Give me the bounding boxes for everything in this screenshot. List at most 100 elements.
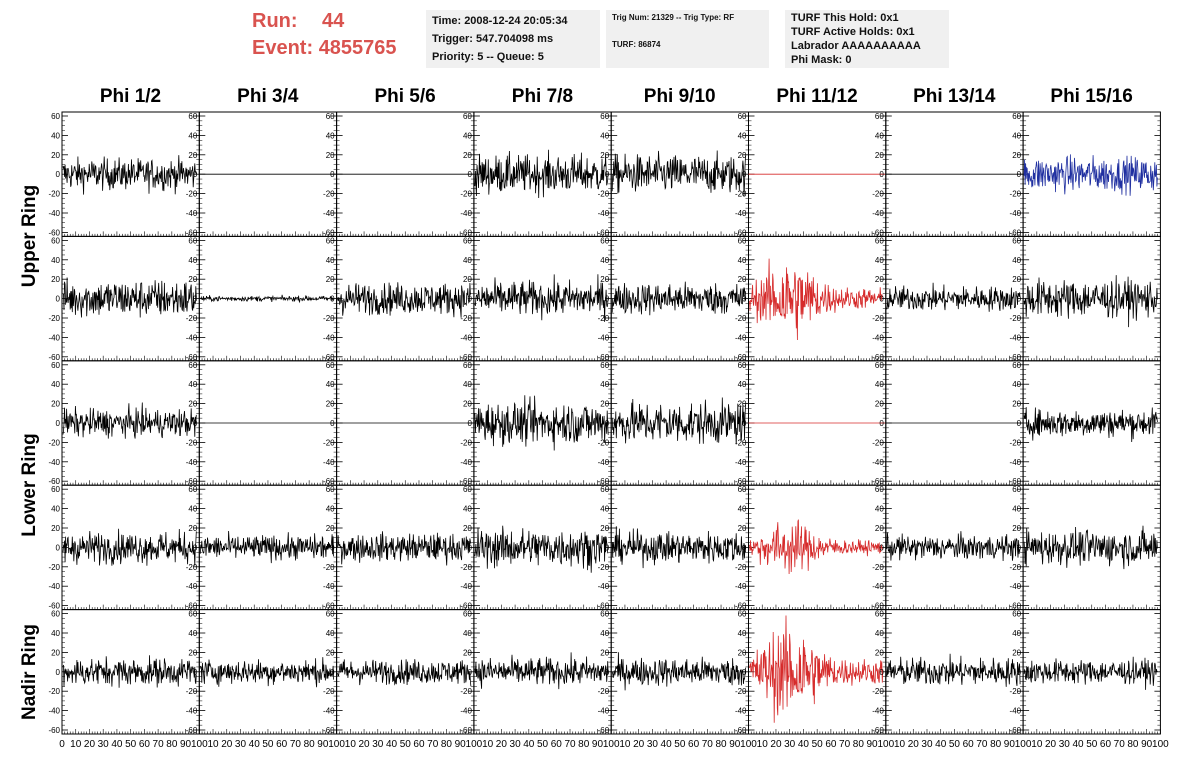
y-tick-label: 40 xyxy=(1012,131,1021,140)
y-tick-label: -60 xyxy=(323,477,335,486)
column-header-7: Phi 13/14 xyxy=(913,86,996,107)
y-tick-label: -40 xyxy=(48,458,60,467)
waveform-line xyxy=(1023,656,1158,690)
y-tick-label: 0 xyxy=(467,170,472,179)
x-tick-label: 10 xyxy=(1031,739,1043,750)
y-tick-label: -40 xyxy=(460,209,472,218)
x-tick-label: 80 xyxy=(715,739,727,750)
y-tick-label: 40 xyxy=(875,256,884,265)
run-value: 44 xyxy=(322,10,345,32)
y-tick-label: -60 xyxy=(323,353,335,362)
y-tick-label: 0 xyxy=(879,419,884,428)
y-tick-label: 0 xyxy=(330,170,335,179)
y-tick-label: 60 xyxy=(738,610,747,619)
y-tick-label: 40 xyxy=(463,380,472,389)
y-tick-label: 60 xyxy=(875,112,884,121)
y-tick-label: 0 xyxy=(605,419,610,428)
panel-r2-c5: 60 40 20 0 -20 -40 -60 xyxy=(598,235,750,362)
y-tick-label: 40 xyxy=(463,505,472,514)
y-tick-label: 20 xyxy=(738,400,747,409)
x-tick-label: 20 xyxy=(84,739,96,750)
waveform-line xyxy=(474,149,609,199)
y-tick-label: 40 xyxy=(51,505,60,514)
x-tick-label: 90 xyxy=(317,739,329,750)
y-tick-label: -60 xyxy=(186,228,198,237)
y-tick-label: 60 xyxy=(51,610,60,619)
x-tick-label: 50 xyxy=(537,739,549,750)
y-tick-label: 20 xyxy=(326,400,335,409)
y-tick-label: 20 xyxy=(1012,151,1021,160)
x-tick-label: 10 xyxy=(482,739,494,750)
y-tick-label: 20 xyxy=(188,400,197,409)
y-tick-label: -60 xyxy=(735,726,747,735)
y-tick-label: 40 xyxy=(738,380,747,389)
column-header-4: Phi 7/8 xyxy=(511,86,574,107)
y-tick-label: -40 xyxy=(323,582,335,591)
x-tick-label: 60 xyxy=(551,739,563,750)
y-tick-label: 20 xyxy=(188,648,197,657)
y-tick-label: 0 xyxy=(330,668,335,677)
y-tick-label: 40 xyxy=(188,256,197,265)
y-tick-label: 0 xyxy=(467,419,472,428)
y-tick-label: 40 xyxy=(326,256,335,265)
waveform-line xyxy=(749,615,884,723)
x-tick-label: 100 xyxy=(328,739,345,750)
waveform-line xyxy=(337,282,472,318)
y-tick-label: 20 xyxy=(600,524,609,533)
y-tick-label: -60 xyxy=(1010,477,1022,486)
y-tick-label: 60 xyxy=(51,112,60,121)
y-tick-label: -40 xyxy=(323,458,335,467)
waveform-line xyxy=(611,150,746,197)
panel-r2-c3: 60 40 20 0 -20 -40 -60 xyxy=(323,235,475,362)
y-tick-label: 60 xyxy=(463,236,472,245)
labrador-text: Labrador AAAAAAAAAA xyxy=(791,40,921,52)
y-tick-label: -60 xyxy=(735,228,747,237)
x-tick-label: 100 xyxy=(877,739,894,750)
y-tick-label: -20 xyxy=(1010,314,1022,323)
y-tick-label: 60 xyxy=(1012,112,1021,121)
waveform-line xyxy=(199,530,334,564)
x-tick-label: 50 xyxy=(949,739,961,750)
y-tick-label: 20 xyxy=(51,151,60,160)
y-tick-label: -40 xyxy=(186,707,198,716)
panel-r4-c6: 60 40 20 0 -20 -40 -60 xyxy=(735,484,887,611)
y-tick-label: 60 xyxy=(1012,361,1021,370)
x-tick-label: 10 xyxy=(207,739,219,750)
time-text: Time: 2008-12-24 20:05:34 xyxy=(432,15,568,27)
y-tick-label: 0 xyxy=(605,295,610,304)
y-tick-label: 0 xyxy=(742,170,747,179)
panel-r5-c8: 60 40 20 0 -20 -40 -60 xyxy=(1010,609,1161,735)
y-tick-label: 20 xyxy=(600,275,609,284)
y-tick-label: -40 xyxy=(48,333,60,342)
panel-r3-c1: 60 40 20 0 -20 -40 -60 xyxy=(48,360,200,486)
waveform-line xyxy=(474,274,609,322)
y-tick-label: 20 xyxy=(463,400,472,409)
panel-r4-c4: 60 40 20 0 -20 -40 -60 xyxy=(460,484,612,611)
y-tick-label: 20 xyxy=(188,524,197,533)
panel-r3-c2: 60 40 20 0 -20 -40 -60 xyxy=(186,360,338,486)
waveform-line xyxy=(611,652,746,691)
priority-text: Priority: 5 -- Queue: 5 xyxy=(432,51,544,63)
x-tick-label: 90 xyxy=(592,739,604,750)
y-tick-label: 40 xyxy=(463,256,472,265)
waveform-line xyxy=(611,526,746,569)
time-info-box: Time: 2008-12-24 20:05:34 Trigger: 547.7… xyxy=(426,10,600,68)
panel-r3-c5: 60 40 20 0 -20 -40 -60 xyxy=(598,360,750,486)
x-tick-label: 70 xyxy=(839,739,851,750)
y-tick-label: 20 xyxy=(326,151,335,160)
y-tick-label: 40 xyxy=(600,131,609,140)
phi-mask-text: Phi Mask: 0 xyxy=(791,54,852,66)
waveform-line xyxy=(886,653,1021,687)
y-tick-label: -20 xyxy=(1010,687,1022,696)
waveform-line xyxy=(62,277,197,318)
x-tick-label: 60 xyxy=(139,739,151,750)
waveform-line xyxy=(749,519,884,575)
y-tick-label: 40 xyxy=(738,629,747,638)
y-tick-label: -60 xyxy=(872,726,884,735)
y-tick-label: -60 xyxy=(1010,602,1022,611)
event-value: 4855765 xyxy=(318,37,397,59)
y-tick-label: -20 xyxy=(735,190,747,199)
y-tick-label: 0 xyxy=(56,668,61,677)
panel-r1-c4: 60 40 20 0 -20 -40 -60 xyxy=(460,111,612,237)
y-tick-label: -40 xyxy=(872,582,884,591)
